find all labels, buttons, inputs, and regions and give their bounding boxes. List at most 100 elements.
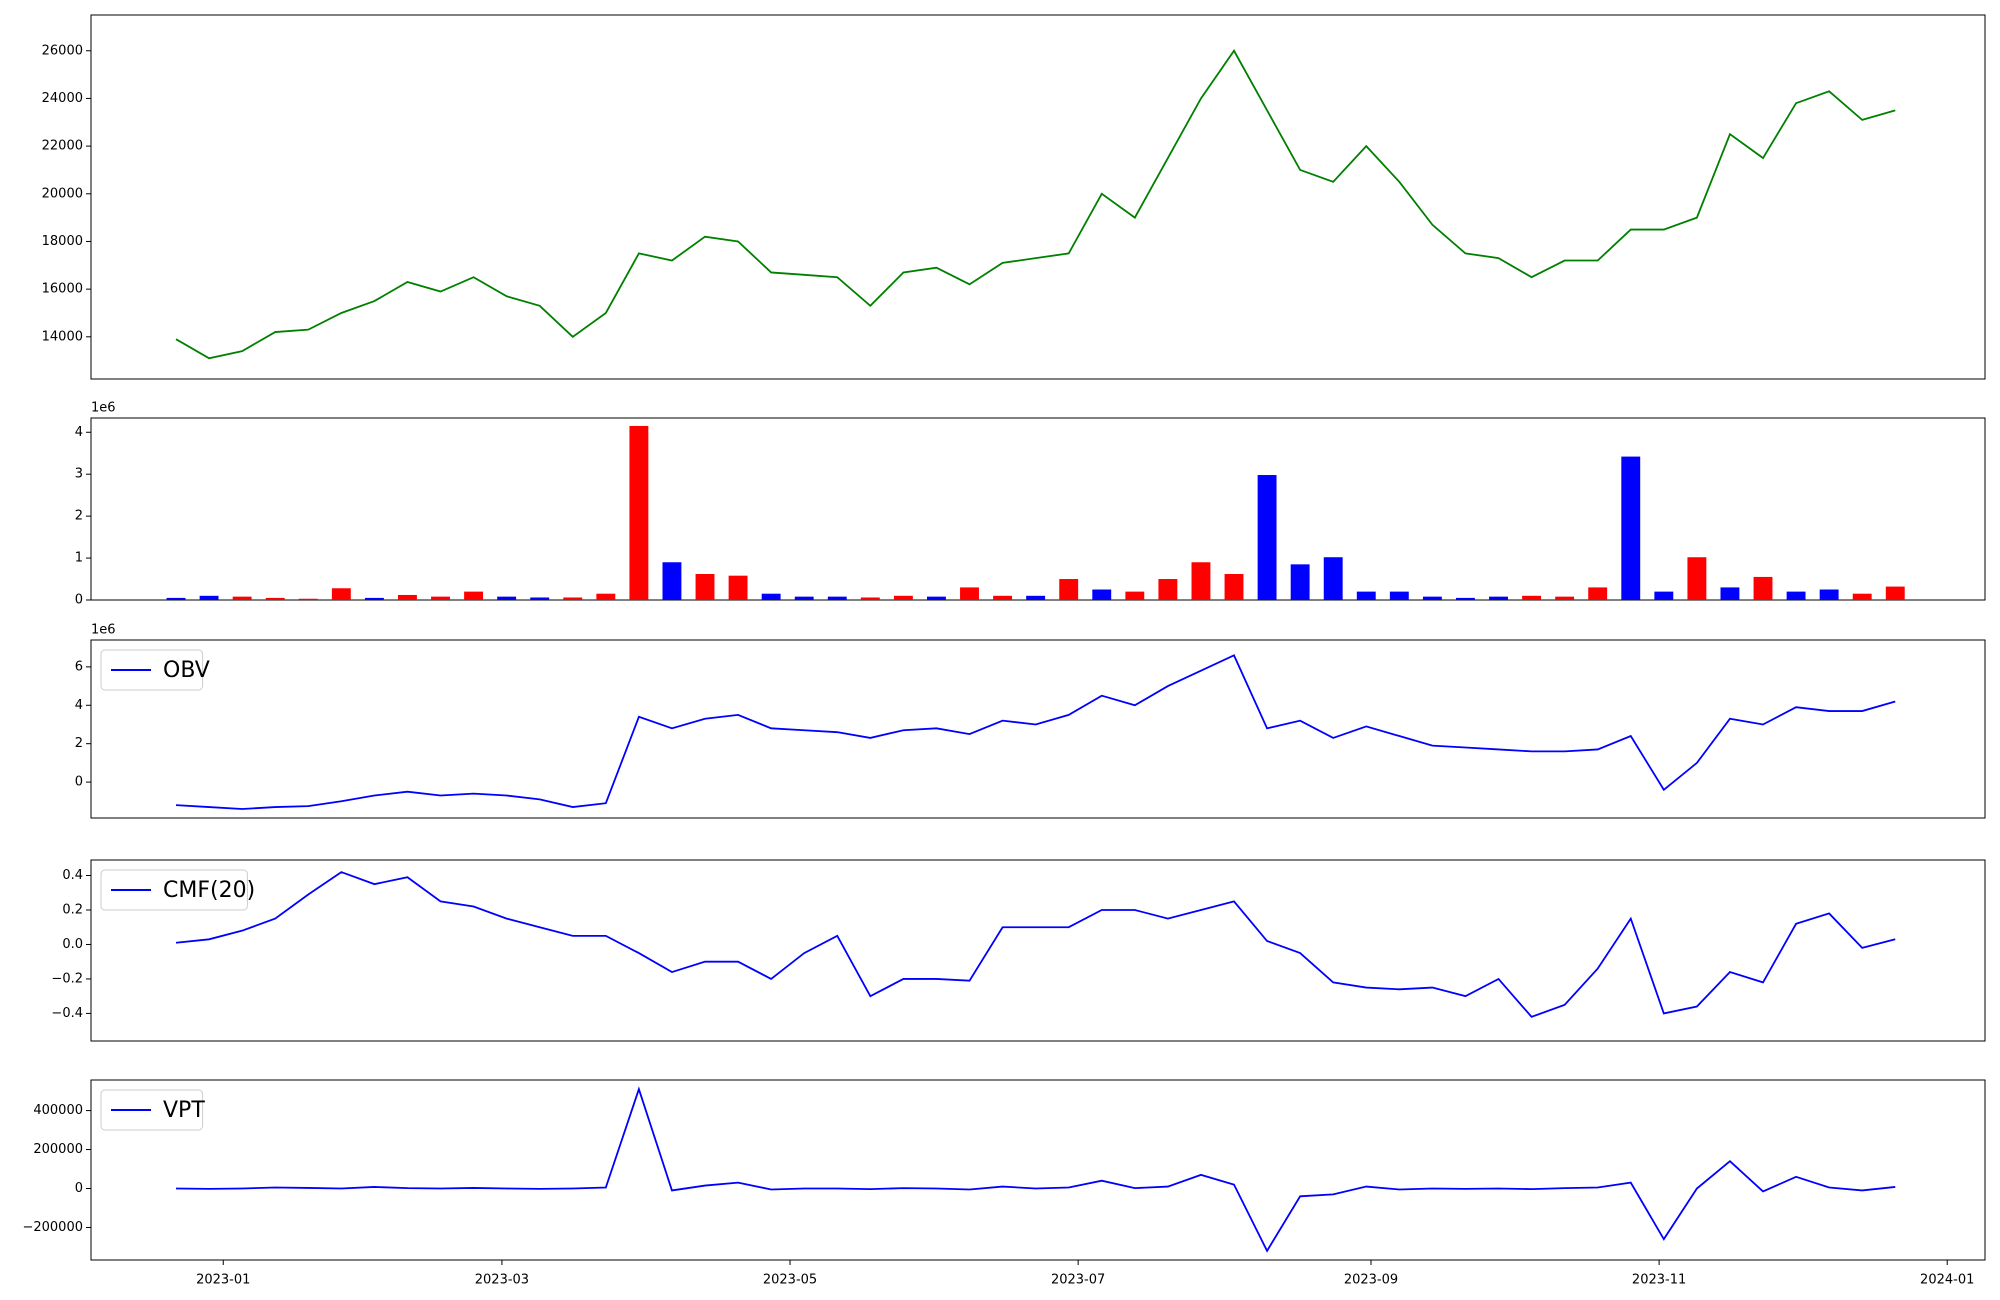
series-line	[176, 1086, 1896, 1253]
bar	[1125, 591, 1145, 600]
bar	[662, 562, 682, 600]
y-tick-label: 200000	[33, 1142, 83, 1157]
y-tick-label: 18000	[42, 234, 83, 249]
bar	[1555, 596, 1575, 600]
offset-label: 1e6	[91, 623, 116, 638]
bar	[960, 587, 979, 600]
y-tick-label: 0	[75, 593, 83, 608]
legend-box	[100, 649, 204, 691]
bar	[1522, 595, 1542, 600]
bar	[1356, 591, 1376, 600]
bar	[232, 596, 252, 600]
plot-frame	[90, 859, 1986, 1042]
bar	[596, 593, 616, 600]
bar	[1720, 587, 1740, 600]
y-tick-label: 2	[75, 736, 83, 751]
y-tick-label: 20000	[42, 186, 83, 201]
bar	[1059, 579, 1079, 600]
bar	[1687, 557, 1707, 600]
bar	[1819, 589, 1839, 600]
y-tick-label: 24000	[42, 91, 83, 106]
offset-label: 1e6	[91, 401, 116, 416]
bar	[1290, 564, 1310, 600]
bar	[1092, 589, 1112, 600]
bar	[1257, 475, 1277, 600]
y-tick-label: −200000	[22, 1220, 83, 1235]
bar	[1158, 579, 1178, 600]
bar	[728, 575, 748, 600]
y-tick-label: 16000	[42, 282, 83, 297]
bar	[1323, 557, 1343, 600]
x-tick-label: 2023-07	[1051, 1273, 1105, 1288]
y-tick-label: 1	[75, 551, 83, 566]
bar	[1456, 597, 1475, 600]
bar	[298, 598, 318, 600]
bar	[331, 588, 351, 600]
bar	[1588, 587, 1608, 600]
y-tick-label: 400000	[33, 1103, 83, 1118]
y-tick-label: 0.0	[62, 937, 83, 952]
plot-frame	[90, 1079, 1986, 1261]
x-tick-label: 2023-05	[763, 1273, 817, 1288]
y-tick-label: 26000	[42, 43, 83, 58]
y-tick-label: 22000	[42, 139, 83, 154]
bar	[1885, 586, 1905, 600]
bar	[794, 596, 814, 600]
bar	[761, 593, 781, 600]
bar	[364, 597, 384, 600]
legend-box	[100, 1089, 204, 1131]
y-tick-label: 3	[75, 467, 83, 482]
bar	[464, 591, 484, 600]
bar	[993, 595, 1013, 600]
x-tick-label: 2023-03	[475, 1273, 529, 1288]
plot-frame	[90, 639, 1986, 819]
bar	[265, 597, 285, 600]
x-tick-label: 2023-01	[196, 1273, 250, 1288]
bar	[860, 597, 880, 600]
y-tick-label: −0.2	[51, 971, 83, 986]
series-line	[175, 871, 1896, 1018]
bar	[1753, 576, 1773, 600]
legend-label: OBV	[163, 658, 210, 683]
legend-label: VPT	[163, 1098, 205, 1123]
y-tick-label: 0.2	[62, 902, 83, 917]
bar	[1389, 591, 1409, 600]
bar	[927, 596, 946, 600]
bar	[1852, 593, 1872, 600]
y-tick-label: 0.4	[62, 868, 83, 883]
y-tick-label: 0	[75, 775, 83, 790]
bar	[530, 597, 550, 600]
legend-box	[100, 869, 248, 911]
bar	[1224, 574, 1244, 600]
plot-frame	[90, 14, 1986, 380]
bar	[695, 574, 715, 600]
series-line	[175, 654, 1896, 810]
bar	[827, 596, 847, 600]
bar	[431, 596, 450, 600]
bar	[166, 597, 186, 600]
bar	[497, 596, 517, 600]
bar	[1422, 596, 1442, 600]
bar	[1489, 596, 1508, 600]
y-tick-label: 4	[75, 698, 83, 713]
y-tick-label: 0	[75, 1181, 83, 1196]
bar	[199, 595, 219, 600]
bar	[893, 595, 913, 600]
y-tick-label: 6	[75, 659, 83, 674]
legend-label: CMF(20)	[163, 878, 255, 903]
x-tick-label: 2023-09	[1344, 1273, 1398, 1288]
bar	[398, 594, 417, 600]
bar	[1026, 595, 1046, 600]
bar	[1191, 562, 1211, 600]
series-line	[175, 49, 1896, 360]
bar	[1621, 456, 1641, 600]
bar	[563, 597, 583, 600]
x-tick-label: 2023-11	[1632, 1273, 1686, 1288]
bar	[1654, 591, 1674, 600]
y-tick-label: 14000	[42, 329, 83, 344]
y-tick-label: 4	[75, 425, 83, 440]
bar	[1786, 591, 1806, 600]
x-tick-label: 2024-01	[1920, 1273, 1974, 1288]
y-tick-label: 2	[75, 509, 83, 524]
